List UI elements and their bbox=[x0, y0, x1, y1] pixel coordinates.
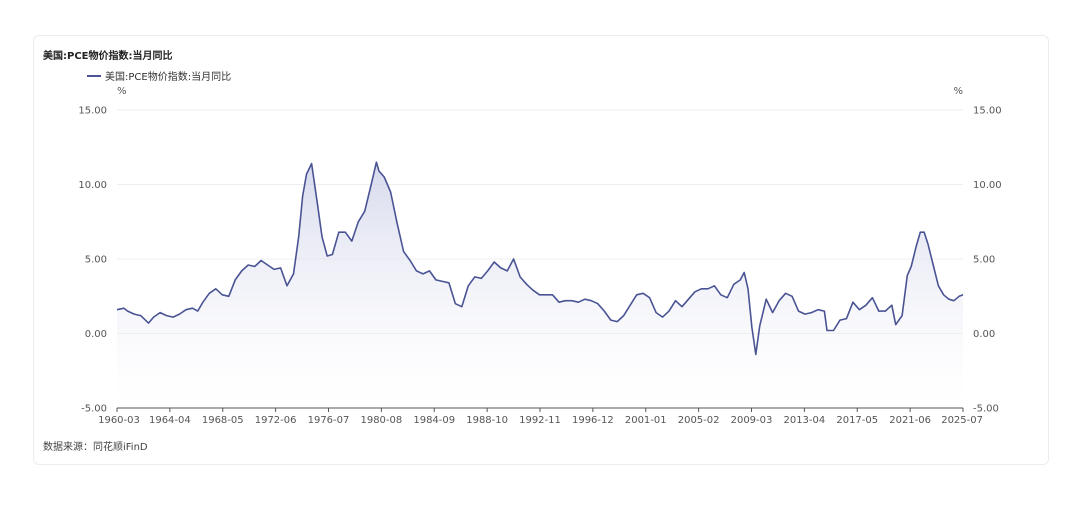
x-tick-label: 2017-05 bbox=[836, 415, 878, 426]
chart-title: 美国:PCE物价指数:当月同比 bbox=[43, 51, 173, 62]
x-tick-label: 1988-10 bbox=[466, 415, 508, 426]
y-tick-left: -5.00 bbox=[81, 404, 107, 415]
y-unit-right: % bbox=[953, 86, 963, 97]
series-area bbox=[117, 162, 963, 408]
y-unit-left: % bbox=[117, 86, 127, 97]
x-tick-label: 2013-04 bbox=[783, 415, 825, 426]
x-tick-label: 1976-07 bbox=[308, 415, 350, 426]
x-tick-label: 2021-06 bbox=[889, 415, 931, 426]
y-tick-left: 0.00 bbox=[85, 329, 107, 340]
x-tick-label: 1972-06 bbox=[255, 415, 297, 426]
legend-label: 美国:PCE物价指数:当月同比 bbox=[105, 72, 232, 83]
series-line[interactable] bbox=[116, 161, 964, 356]
data-source: 数据来源：同花顺iFinD bbox=[43, 442, 148, 453]
x-tick-label: 2009-03 bbox=[731, 415, 773, 426]
x-tick-label: 2025-07 bbox=[941, 415, 983, 426]
x-tick-label: 1996-12 bbox=[572, 415, 614, 426]
y-tick-left: 10.00 bbox=[78, 180, 107, 191]
y-tick-left: 15.00 bbox=[78, 106, 107, 117]
y-tick-right: 0.00 bbox=[973, 329, 995, 340]
x-tick-label: 1992-11 bbox=[519, 415, 561, 426]
x-tick-label: 1980-08 bbox=[360, 415, 402, 426]
x-tick-label: 1960-03 bbox=[98, 415, 140, 426]
legend[interactable]: 美国:PCE物价指数:当月同比 bbox=[87, 68, 231, 83]
x-tick-label: 2001-01 bbox=[625, 415, 667, 426]
x-tick-label: 2005-02 bbox=[678, 415, 720, 426]
x-tick-label: 1984-09 bbox=[413, 415, 455, 426]
y-tick-right: 15.00 bbox=[973, 106, 1002, 117]
y-tick-left: 5.00 bbox=[85, 255, 107, 266]
axes: -5.00 -5.00 0.00 0.00 5.00 5.00 10.00 10.00 15.0… bbox=[78, 86, 1001, 426]
y-tick-right: 10.00 bbox=[973, 180, 1002, 191]
x-tick-label: 1964-04 bbox=[149, 415, 191, 426]
y-tick-right: 5.00 bbox=[973, 255, 995, 266]
y-tick-right: -5.00 bbox=[973, 404, 999, 415]
x-tick-label: 1968-05 bbox=[202, 415, 244, 426]
legend-line-swatch bbox=[87, 74, 101, 77]
